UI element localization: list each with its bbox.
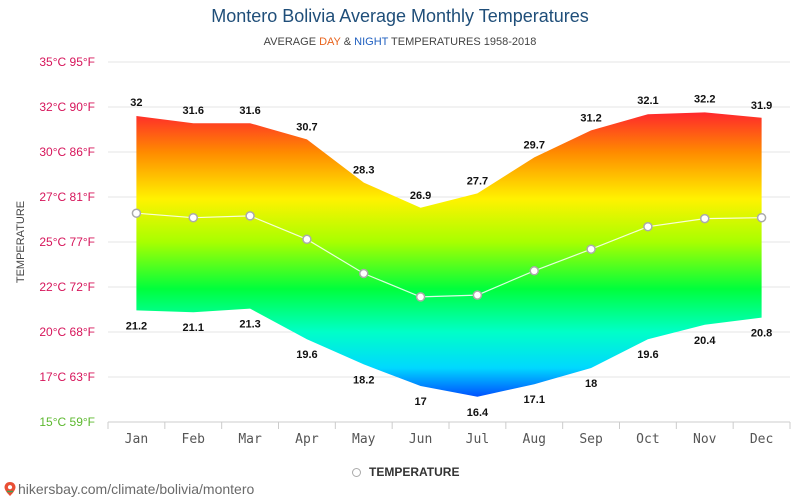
x-tick-label: Nov: [693, 432, 717, 447]
day-value-label: 32.1: [637, 95, 658, 107]
y-tick-label: 27°C 81°F: [39, 190, 95, 204]
average-point: [131, 208, 142, 218]
y-tick-label: 20°C 68°F: [39, 325, 95, 339]
y-axis-title: TEMPERATURE: [15, 201, 27, 283]
day-value-label: 29.7: [524, 139, 545, 151]
temperature-chart: 32 31.6 31.6 30.7 28.3 26.9 27.7 29.7 31.2 32.1 32…: [15, 55, 791, 447]
x-tick-label: Jan: [125, 432, 148, 447]
x-tick-label: Oct: [636, 432, 659, 447]
subtitle-suffix: TEMPERATURES 1958-2018: [388, 36, 537, 48]
day-value-label: 26.9: [410, 190, 431, 202]
day-value-label: 28.3: [353, 165, 374, 177]
average-point: [302, 234, 312, 245]
day-value-label: 32.2: [694, 93, 715, 105]
y-tick-label: 35°C 95°F: [39, 55, 95, 69]
y-tick-label: 22°C 72°F: [39, 280, 95, 294]
y-axis: 35°C 95°F 32°C 90°F 30°C 86°F 27°C 81°F 25°C…: [15, 55, 95, 429]
average-point: [188, 212, 198, 223]
night-value-label: 18: [585, 378, 597, 390]
average-point: [415, 292, 426, 302]
night-value-label: 18.2: [353, 374, 374, 386]
x-tick-label: Mar: [238, 432, 262, 447]
y-tick-label: 17°C 63°F: [39, 370, 95, 384]
subtitle-day: DAY: [319, 36, 341, 48]
source-link[interactable]: hikersbay.com/climate/bolivia/montero: [4, 480, 254, 498]
night-value-label: 17.1: [524, 394, 545, 406]
x-tick-label: Jun: [409, 432, 432, 447]
subtitle-amp: &: [340, 36, 355, 48]
night-value-label: 20.4: [694, 335, 716, 347]
average-point: [756, 212, 767, 223]
x-tick-label: Dec: [750, 432, 773, 447]
range-area-fill: [136, 112, 762, 397]
night-value-label: 16.4: [467, 407, 489, 419]
data-labels: 32 31.6 31.6 30.7 28.3 26.9 27.7 29.7 31.2 32.1 32…: [126, 93, 773, 418]
average-point: [586, 244, 596, 254]
y-tick-label: 15°C 59°F: [39, 415, 95, 429]
day-value-label: 27.7: [467, 175, 488, 187]
chart-subtitle: AVERAGE DAY & NIGHT TEMPERATURES 1958-20…: [0, 36, 800, 48]
average-point: [529, 266, 539, 276]
day-value-label: 32: [130, 97, 142, 109]
legend[interactable]: TEMPERATURE: [352, 464, 459, 480]
x-tick-label: May: [352, 432, 376, 447]
subtitle-prefix: AVERAGE: [263, 36, 320, 48]
day-value-label: 31.9: [751, 100, 772, 112]
night-value-label: 21.1: [183, 322, 204, 334]
x-tick-label: Sep: [579, 432, 603, 447]
x-tick-label: Jul: [466, 432, 489, 447]
average-line: [136, 212, 762, 298]
subtitle-night: NIGHT: [354, 36, 389, 48]
day-value-label: 31.6: [239, 105, 260, 117]
average-point: [245, 211, 255, 221]
average-series: [131, 208, 767, 302]
x-tick-label: Aug: [523, 432, 546, 447]
average-point: [700, 213, 710, 224]
y-tick-label: 25°C 77°F: [39, 235, 95, 249]
legend-marker-icon: [352, 467, 361, 477]
night-value-label: 21.2: [126, 320, 147, 332]
temperature-range-area: [136, 112, 762, 397]
day-value-label: 31.2: [580, 112, 601, 124]
y-tick-label: 32°C 90°F: [39, 100, 95, 114]
x-axis: Jan Feb Mar Apr May Jun Jul Aug Sep Oct Nov Dec: [125, 432, 774, 447]
legend-label: TEMPERATURE: [369, 465, 460, 479]
night-value-label: 17: [414, 396, 426, 408]
day-value-label: 31.6: [183, 105, 204, 117]
y-tick-label: 30°C 86°F: [39, 145, 95, 159]
night-value-label: 19.6: [296, 349, 317, 361]
chart-title: Montero Bolivia Average Monthly Temperat…: [211, 6, 589, 26]
average-point: [643, 221, 653, 232]
night-value-label: 20.8: [751, 328, 772, 340]
x-tick-label: Apr: [295, 432, 319, 447]
average-point: [472, 290, 483, 300]
source-link-text: hikersbay.com/climate/bolivia/montero: [18, 481, 255, 497]
night-value-label: 21.3: [239, 319, 260, 331]
day-value-label: 30.7: [296, 121, 317, 133]
map-pin-icon: [4, 482, 16, 496]
x-tick-label: Feb: [182, 432, 206, 447]
average-point: [359, 268, 369, 279]
night-value-label: 19.6: [637, 349, 658, 361]
